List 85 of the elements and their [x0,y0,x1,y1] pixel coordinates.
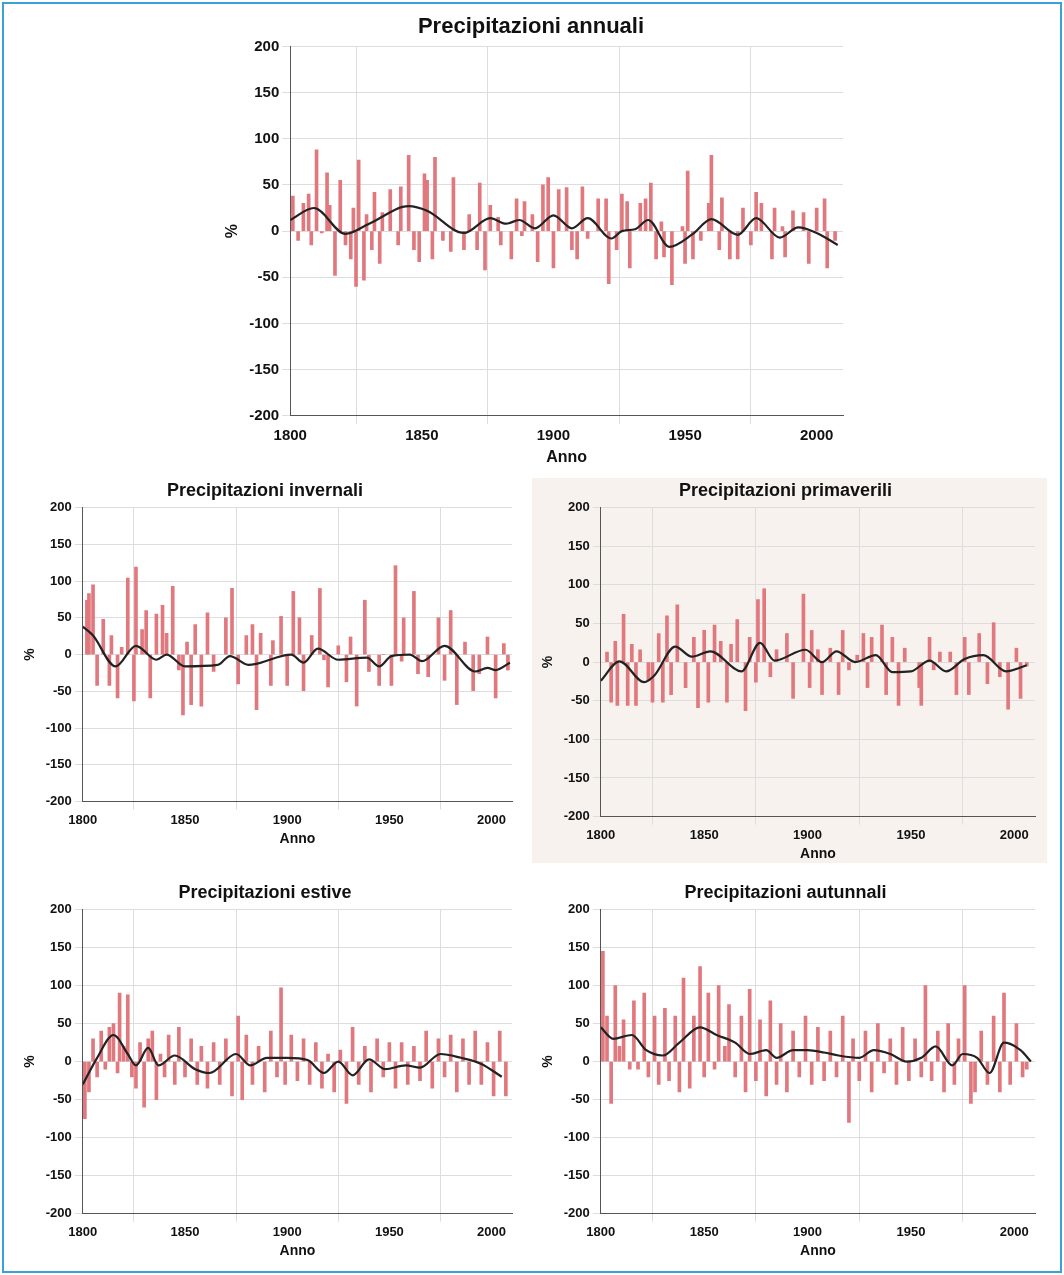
y-tick-label: 200 [568,901,590,917]
y-tick-label: 200 [254,36,280,54]
x-axis-title: Anno [800,1242,836,1259]
y-tick-label: 0 [582,1053,590,1069]
y-tick-label: 0 [64,1053,72,1069]
y-tick-label: -50 [571,692,590,708]
x-tick-label: 2000 [477,1223,507,1239]
y-tick-label: -100 [563,730,590,746]
x-tick-label: 1950 [896,826,926,842]
y-tick-label: 100 [50,977,72,993]
y-tick-label: -100 [45,1129,72,1145]
y-tick-label: 150 [50,939,72,955]
x-tick-label: 1850 [170,811,200,827]
x-axis-title: Anno [279,830,316,847]
y-tick-label: 50 [57,1015,72,1031]
y-tick-label: 0 [64,646,72,662]
x-tick-label: 1850 [405,425,439,443]
x-tick-label: 2000 [799,425,834,443]
x-tick-label: 2000 [477,811,507,827]
y-tick-label: 150 [50,535,72,551]
y-tick-label: 50 [575,1015,590,1031]
y-tick-label: 0 [582,653,590,669]
y-tick-label: 150 [254,82,280,100]
y-tick-label: -100 [45,719,72,735]
x-tick-label: 1950 [896,1223,926,1239]
chart-title: Precipitazioni estive [178,881,352,902]
y-tick-label: 150 [568,537,590,553]
x-tick-label: 1800 [586,1223,616,1239]
x-tick-label: 1950 [668,425,702,443]
chart-title: Precipitazioni invernali [166,479,364,500]
y-tick-label: -200 [563,808,590,824]
y-tick-label: 100 [254,128,280,146]
y-tick-label: -200 [45,1205,72,1221]
y-tick-label: -200 [563,1205,590,1221]
x-tick-label: 2000 [999,826,1029,842]
x-tick-label: 1850 [689,1223,719,1239]
y-tick-label: 200 [568,499,590,515]
x-tick-label: 1950 [374,1223,404,1239]
x-tick-label: 1800 [68,1223,98,1239]
chart-title: Precipitazioni annuali [417,13,645,39]
x-tick-label: 1850 [689,826,719,842]
y-tick-label: -100 [249,313,280,331]
x-tick-label: 1800 [68,811,98,827]
x-axis-title: Anno [800,845,836,862]
chart-title: Precipitazioni primaverili [678,479,893,500]
y-tick-label: -100 [563,1129,590,1145]
y-axis-title: % [21,1054,38,1068]
x-axis-title: Anno [279,1242,316,1259]
y-tick-label: -150 [563,769,590,785]
y-axis-title: % [223,223,241,239]
x-tick-label: 1800 [273,425,307,443]
y-tick-label: 50 [57,609,72,625]
x-tick-label: 1850 [170,1223,200,1239]
y-tick-label: -150 [45,1167,72,1183]
y-tick-label: 50 [262,175,280,193]
y-tick-label: -50 [571,1091,590,1107]
y-tick-label: -50 [257,267,280,285]
y-tick-label: 0 [270,221,280,239]
y-axis-title: % [539,655,556,669]
x-tick-label: 1900 [793,826,823,842]
y-tick-label: 100 [568,576,590,592]
y-tick-label: 150 [568,939,590,955]
x-tick-label: 1800 [586,826,616,842]
x-tick-label: 1900 [793,1223,823,1239]
x-tick-label: 2000 [999,1223,1029,1239]
x-tick-label: 1900 [536,425,571,443]
y-tick-label: 50 [575,615,590,631]
x-axis-title: Anno [546,447,588,465]
x-tick-label: 1900 [272,1223,302,1239]
y-axis-title: % [539,1054,556,1068]
y-tick-label: -200 [249,405,280,423]
y-tick-label: 100 [50,572,72,588]
y-tick-label: 200 [50,901,72,917]
y-tick-label: -150 [249,359,280,377]
chart-title: Precipitazioni autunnali [684,881,887,902]
y-tick-label: 200 [50,499,72,515]
y-tick-label: -200 [45,793,72,809]
y-tick-label: -150 [45,756,72,772]
y-axis-title: % [21,647,38,661]
y-tick-label: -50 [53,682,72,698]
y-tick-label: -150 [563,1167,590,1183]
y-tick-label: -50 [53,1091,72,1107]
x-tick-label: 1900 [272,811,302,827]
y-tick-label: 100 [568,977,590,993]
x-tick-label: 1950 [374,811,404,827]
